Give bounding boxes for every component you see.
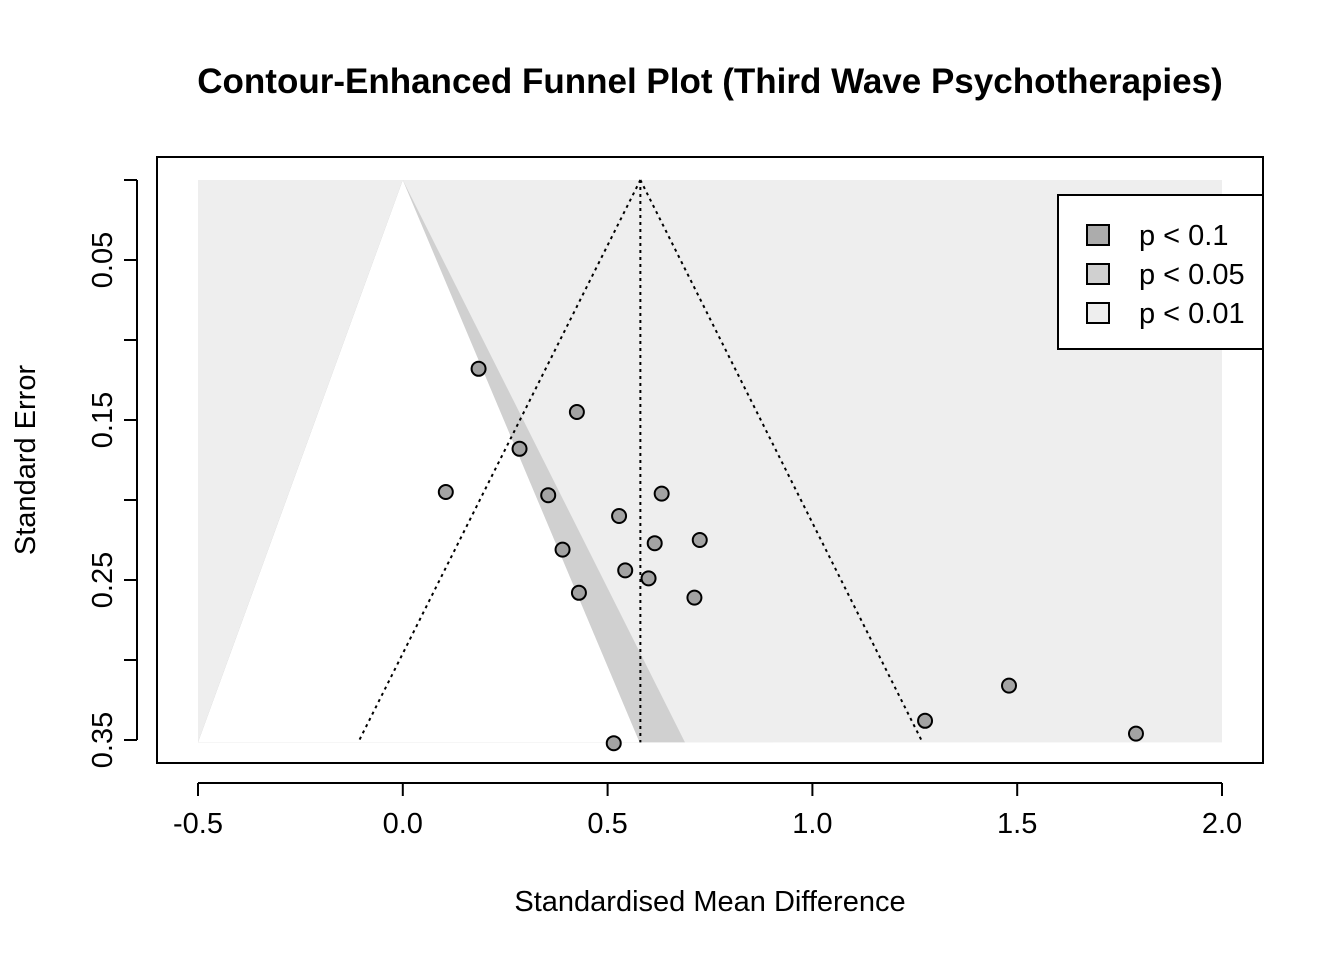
study-point: [470, 360, 487, 377]
legend-swatch: [1086, 224, 1110, 246]
study-point: [611, 508, 628, 524]
y-tick-label: 0.05: [87, 232, 119, 288]
contour-layer: [198, 180, 1222, 743]
study-point: [554, 541, 571, 558]
x-tick-label: 1.0: [792, 808, 832, 840]
study-point: [653, 485, 670, 502]
y-axis-label: Standard Error: [10, 365, 42, 556]
study-point: [640, 570, 657, 587]
legend: p < 0.1 p < 0.05 p < 0.01: [1057, 194, 1264, 350]
x-tick-label: 2.0: [1202, 808, 1242, 840]
study-point: [511, 440, 528, 457]
study-point: [605, 735, 622, 752]
study-point: [568, 404, 585, 420]
study-point: [540, 487, 557, 504]
x-tick-label: 0.0: [383, 808, 423, 840]
study-point: [917, 712, 934, 729]
chart-title: Contour-Enhanced Funnel Plot (Third Wave…: [197, 62, 1222, 101]
legend-label: p < 0.1: [1139, 220, 1229, 252]
y-axis: 0.05 0.15 0.25 0.35: [87, 179, 138, 768]
x-tick-label: 1.5: [997, 808, 1037, 840]
study-point: [570, 584, 587, 601]
study-point: [686, 589, 703, 606]
y-tick-label: 0.15: [87, 392, 119, 448]
x-tick-label: -0.5: [173, 808, 223, 840]
plot-region: [198, 179, 1222, 752]
funnel-lines: [358, 179, 923, 743]
study-point: [646, 535, 663, 552]
x-axis: -0.5 0.0 0.5 1.0 1.5 2.0: [173, 782, 1242, 840]
nonsignificant-region: [198, 180, 640, 743]
plot-frame: [156, 156, 1264, 764]
legend-label: p < 0.05: [1139, 259, 1245, 291]
study-point: [691, 532, 708, 548]
legend-swatch: [1086, 302, 1110, 324]
y-tick-label: 0.25: [87, 552, 119, 608]
legend-label: p < 0.01: [1139, 298, 1245, 330]
study-point: [1127, 725, 1144, 742]
study-point: [1001, 677, 1018, 694]
legend-swatch: [1086, 263, 1110, 285]
study-point: [437, 484, 454, 500]
y-tick-label: 0.35: [87, 712, 119, 768]
x-tick-label: 0.5: [587, 808, 627, 840]
data-points: [437, 360, 1144, 752]
x-axis-label: Standardised Mean Difference: [514, 886, 905, 918]
study-point: [617, 562, 634, 579]
